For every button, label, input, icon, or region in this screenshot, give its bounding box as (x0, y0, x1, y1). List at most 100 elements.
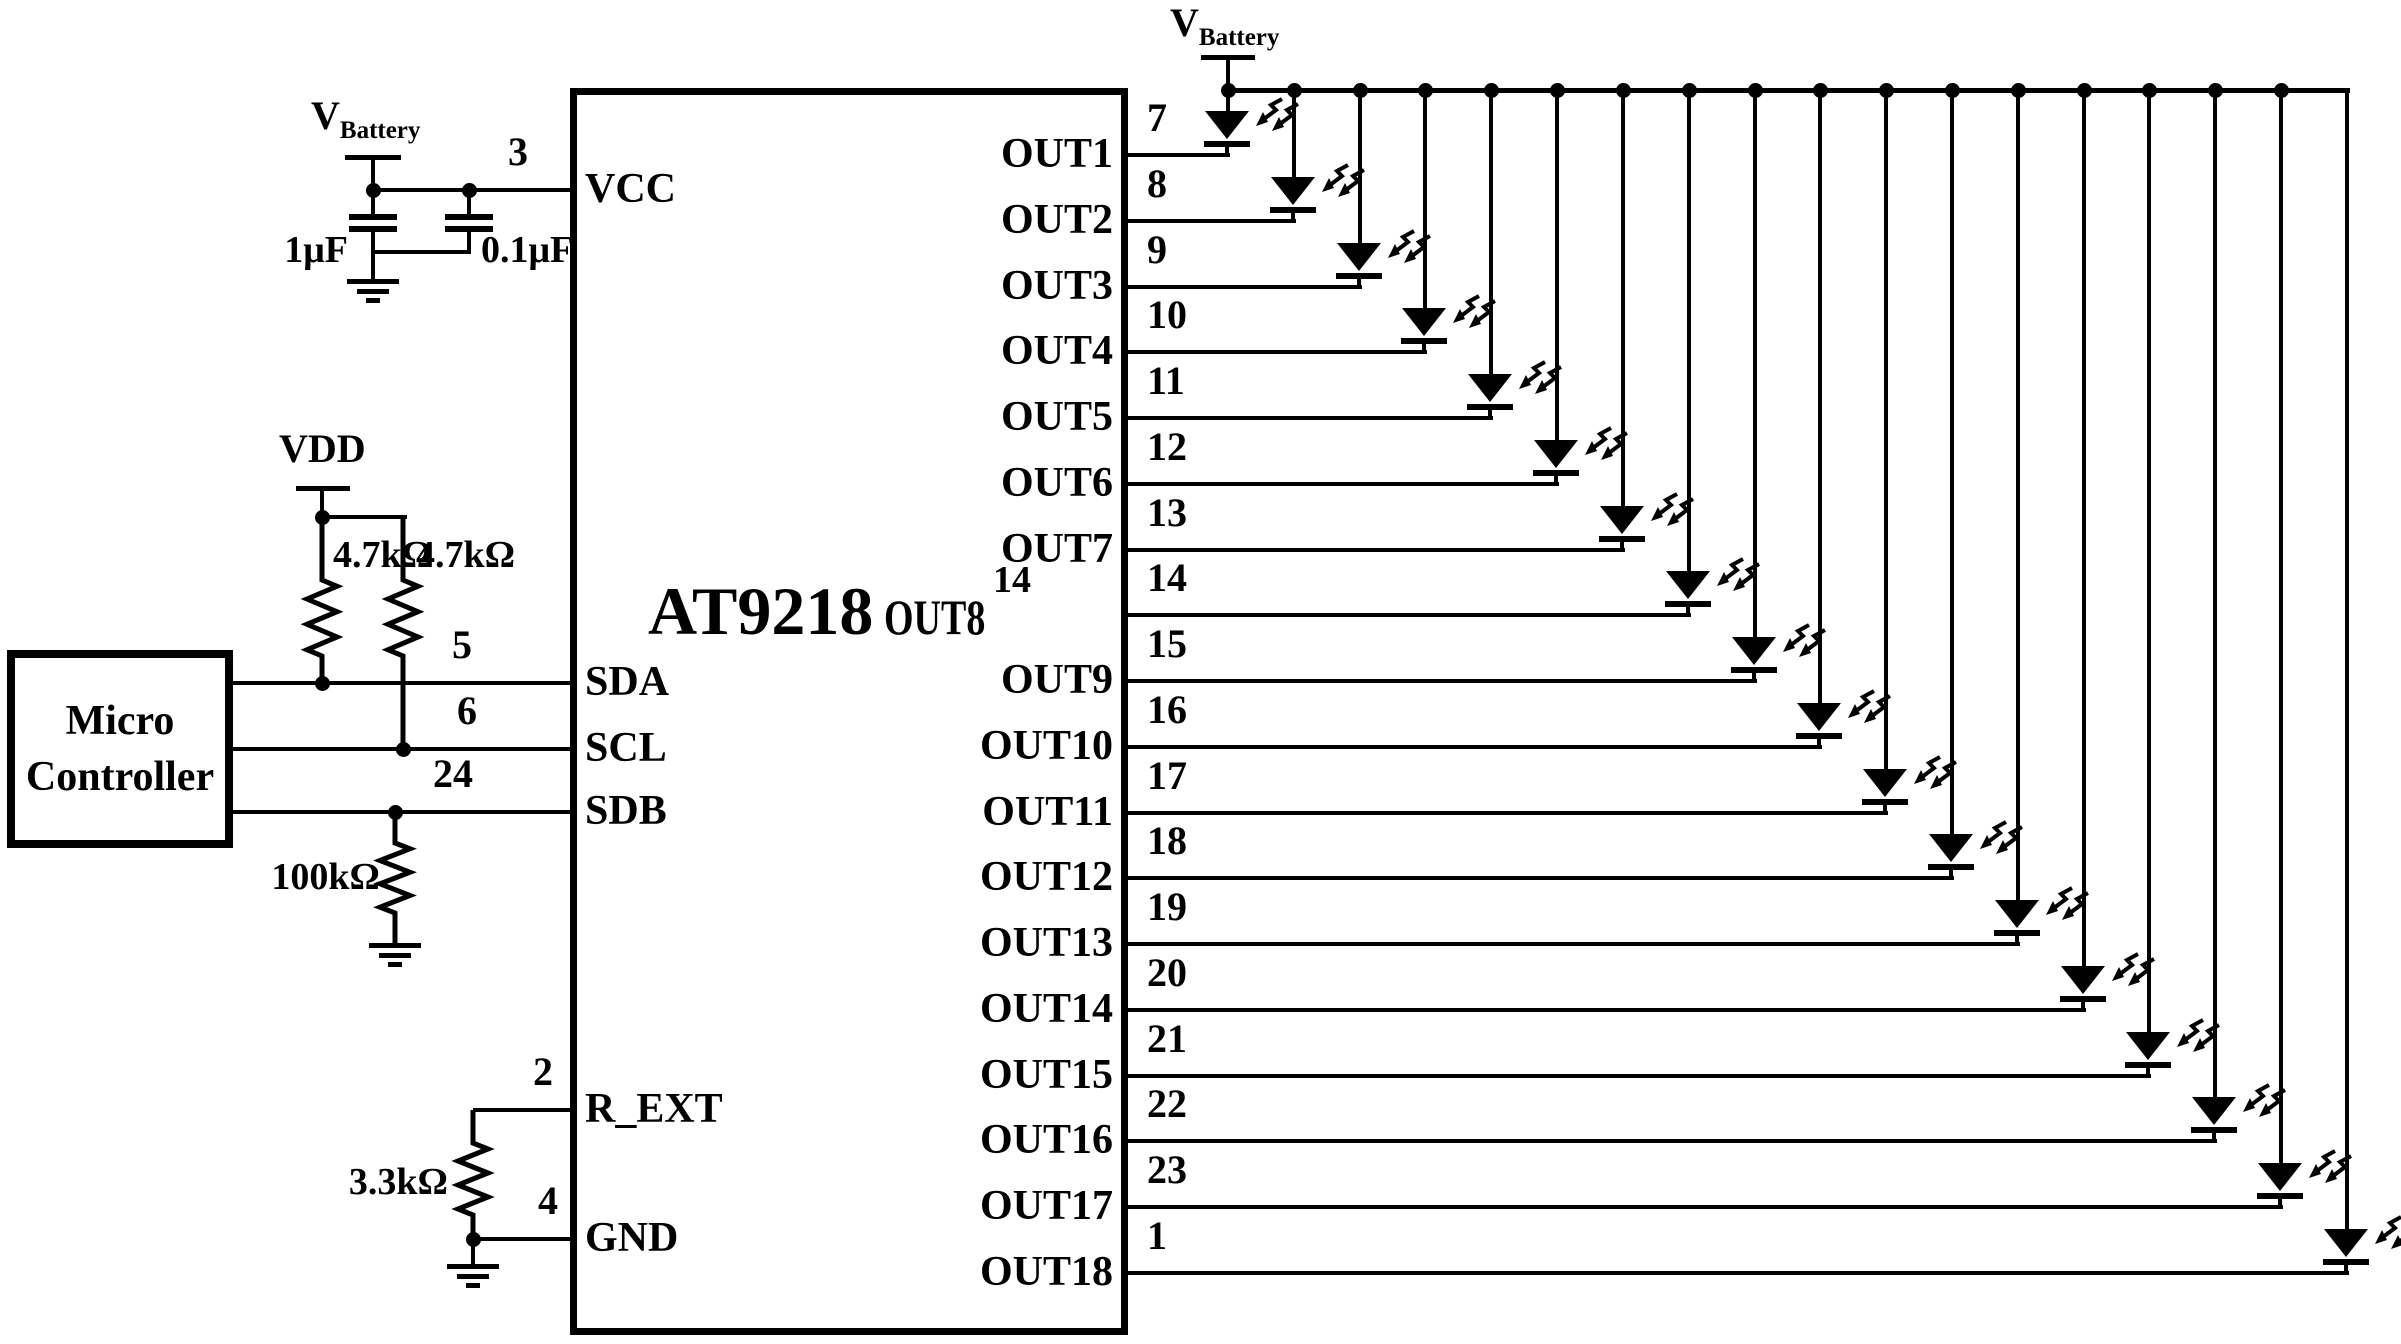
wire-out15 (1124, 1074, 2151, 1078)
led-out13-icon (1994, 886, 2089, 944)
wire-led-out18-anode (2345, 88, 2349, 1229)
wire-out4 (1124, 350, 1427, 354)
pin-number-gnd: 4 (538, 1178, 558, 1223)
vbattery-left-wire (371, 158, 375, 190)
pin-label-out14: OUT14 (979, 986, 1113, 1033)
pin-number-out14: 20 (1147, 950, 1187, 995)
pin-label-out16: OUT16 (979, 1117, 1113, 1164)
wire-cap-join (371, 250, 471, 254)
pin-label-sda: SDA (585, 659, 670, 706)
pin-number-out10: 16 (1147, 687, 1187, 732)
pulldown-sdb-value: 100kΩ (271, 856, 380, 898)
wire-out17 (1124, 1205, 2283, 1209)
pin-number-vcc: 3 (508, 129, 528, 174)
wire-out9 (1124, 679, 1757, 683)
wire-out12 (1124, 876, 1954, 880)
pin-number-out4: 10 (1147, 292, 1187, 337)
wire-led-out9-anode (1753, 88, 1757, 637)
wire-out14 (1124, 1008, 2086, 1012)
vdd-wire (320, 489, 324, 517)
wire-rext (473, 1108, 570, 1112)
wire-out18 (1124, 1271, 2349, 1275)
pin-number-out8: 14 (1147, 555, 1187, 600)
pin-number-out3: 9 (1147, 227, 1167, 272)
resistor-pullup-sda (300, 517, 344, 683)
led-out1-icon (1204, 97, 1299, 155)
pin-label-gnd: GND (585, 1215, 679, 1262)
wire-out13 (1124, 942, 2020, 946)
pin-label-out17: OUT17 (979, 1183, 1113, 1230)
cap-bulk-plate (349, 226, 397, 232)
chip-name: AT9218 (648, 573, 874, 649)
pullup-sda-value: 4.7kΩ (333, 534, 433, 576)
ground-symbol-caps (366, 298, 380, 303)
junction-dot (1483, 83, 1499, 98)
junction-dot (461, 182, 477, 198)
led-out16-icon (2191, 1083, 2286, 1141)
wire-out8 (1124, 613, 1691, 617)
wire-led-out7-anode (1621, 88, 1625, 506)
led-out14-icon (2060, 952, 2155, 1010)
resistor-rext (451, 1110, 495, 1239)
microcontroller-label-line1: Micro (65, 698, 175, 744)
pin-label-out10: OUT10 (979, 723, 1113, 770)
wire-led-out3-anode (1358, 88, 1362, 243)
wire-led-out10-anode (1818, 88, 1822, 703)
vbattery-left-bar (345, 155, 401, 160)
junction-dot (2076, 83, 2092, 98)
junction-dot (2141, 83, 2157, 98)
wire-led-out16-anode (2213, 88, 2217, 1097)
cap-bypass-value: 0.1μF (481, 229, 574, 271)
ground-symbol-rext (447, 1264, 499, 1269)
junction-dot (1812, 83, 1828, 98)
wire-out3 (1124, 285, 1362, 289)
pin-number-out8-inner: 14 (993, 559, 1031, 601)
wire-gnd (473, 1237, 570, 1241)
vbattery-right-wire (1226, 59, 1230, 90)
cap-bypass-plate (445, 214, 493, 220)
wire-led-out14-anode (2082, 88, 2086, 966)
pin-label-out9: OUT9 (1000, 657, 1113, 704)
cap-bulk-plate (349, 214, 397, 220)
wire-led-out2-anode (1292, 88, 1296, 177)
junction-dot (1417, 83, 1433, 98)
pin-number-out15: 21 (1147, 1016, 1187, 1061)
pin-number-out7: 13 (1147, 490, 1187, 535)
pin-label-out6: OUT6 (1000, 460, 1113, 507)
pin-number-out18: 1 (1147, 1213, 1167, 1258)
pin-label-vcc: VCC (585, 166, 676, 213)
wire-out5 (1124, 416, 1493, 420)
resistor-pulldown-sdb (373, 812, 417, 943)
led-out6-icon (1533, 426, 1628, 484)
junction-dot (2207, 83, 2223, 98)
wire-led-out4-anode (1423, 88, 1427, 308)
ground-symbol-sdb (388, 962, 402, 967)
wire-cap-bypass-bottom (467, 232, 471, 252)
ground-symbol-rext (466, 1283, 480, 1288)
wire-cap-bulk-top (371, 190, 375, 216)
wire-led-out8-anode (1687, 88, 1691, 571)
wire-led-out12-anode (1950, 88, 1954, 834)
vdd-bar (296, 486, 350, 491)
pin-label-r_ext: R_EXT (585, 1086, 723, 1133)
pin-number-scl: 6 (457, 688, 477, 733)
pin-label-out7: OUT7 (1000, 526, 1113, 573)
wire-led-out11-anode (1884, 88, 1888, 769)
pin-number-out11: 17 (1147, 753, 1187, 798)
ground-symbol-caps (357, 289, 389, 294)
cap-bulk-value: 1μF (284, 229, 348, 271)
pin-number-out5: 11 (1147, 358, 1185, 403)
pin-label-out15: OUT15 (979, 1052, 1113, 1099)
junction-dot (2010, 83, 2026, 98)
junction-dot (365, 182, 381, 198)
led-out18-icon (2323, 1215, 2401, 1273)
pin-number-out1: 7 (1147, 95, 1167, 140)
wire-out6 (1124, 482, 1559, 486)
wire-out10 (1124, 745, 1822, 749)
vbattery-right-label: VBattery (1170, 3, 1279, 58)
led-out5-icon (1467, 360, 1562, 418)
wire-led-out1-anode (1226, 88, 1230, 111)
microcontroller-box: Micro Controller (7, 650, 233, 848)
junction-dot (1549, 83, 1565, 98)
